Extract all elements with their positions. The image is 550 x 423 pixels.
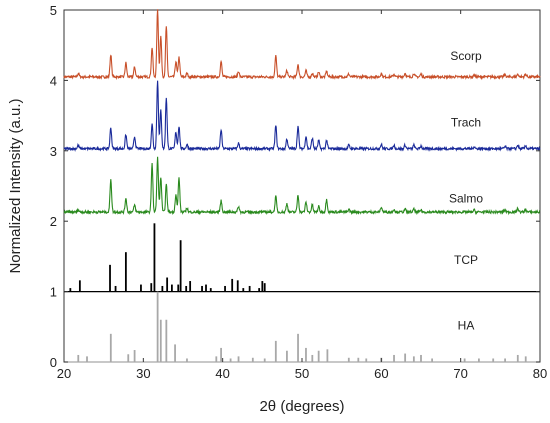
y-tick-label: 0: [50, 355, 57, 370]
y-axis-title: Normalized Intensity (a.u.): [7, 98, 24, 273]
series-label-salmo: Salmo: [449, 192, 483, 206]
axis-ticks: 20 30 40 50 60 70 80 0 1 2 3 4 5: [50, 3, 547, 381]
y-tick-label: 3: [50, 144, 57, 159]
x-tick-label: 40: [215, 366, 229, 381]
y-tick-label: 2: [50, 214, 57, 229]
series-line-salmo: [63, 156, 541, 216]
series-label-tcp: TCP: [454, 253, 478, 267]
x-tick-label: 50: [295, 366, 309, 381]
series-label-trach: Trach: [451, 116, 481, 130]
y-tick-label: 5: [50, 3, 57, 18]
plot-frame: [63, 9, 541, 363]
series-label-ha: HA: [458, 318, 475, 332]
series-label-layer: Scorp Trach Salmo TCP HA: [449, 49, 483, 333]
series-label-scorp: Scorp: [450, 49, 482, 63]
x-tick-label: 80: [533, 366, 547, 381]
y-tick-label: 4: [50, 73, 57, 88]
x-tick-label: 30: [136, 366, 150, 381]
x-axis-title: 2θ (degrees): [259, 398, 344, 415]
x-tick-label: 60: [374, 366, 388, 381]
x-tick-label: 70: [453, 366, 467, 381]
series-line-scorp: [63, 9, 541, 81]
series-line-trach: [63, 80, 541, 153]
x-tick-label: 20: [57, 366, 71, 381]
y-tick-label: 1: [50, 285, 57, 300]
